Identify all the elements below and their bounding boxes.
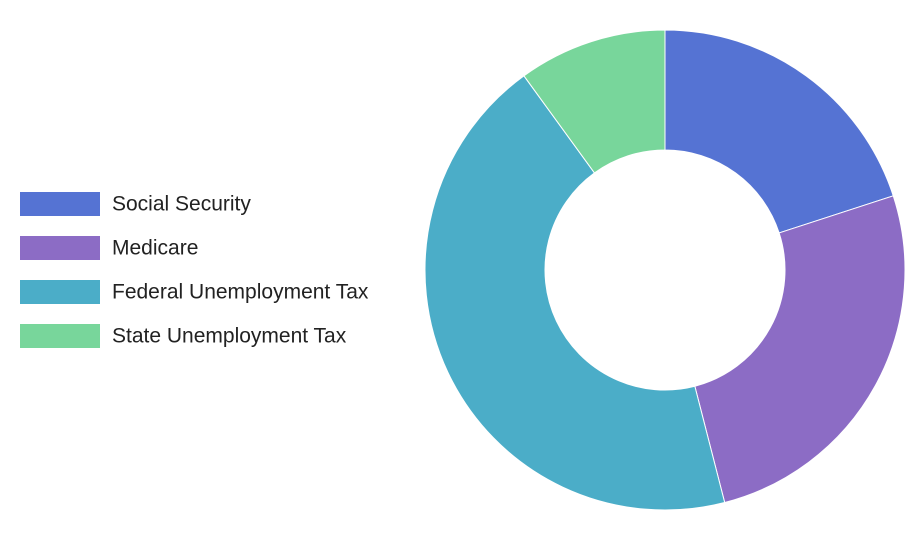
legend-swatch bbox=[20, 236, 100, 260]
legend-swatch bbox=[20, 280, 100, 304]
donut-segment bbox=[664, 29, 894, 234]
legend-label: Medicare bbox=[112, 237, 198, 260]
legend-label: Social Security bbox=[112, 193, 251, 216]
legend-label: State Unemployment Tax bbox=[112, 325, 347, 348]
legend-swatch bbox=[20, 324, 100, 348]
legend-label: Federal Unemployment Tax bbox=[112, 281, 369, 304]
legend-swatch bbox=[20, 192, 100, 216]
donut-segment bbox=[424, 75, 726, 511]
donut-segment bbox=[694, 195, 905, 504]
donut-segment bbox=[523, 29, 666, 174]
